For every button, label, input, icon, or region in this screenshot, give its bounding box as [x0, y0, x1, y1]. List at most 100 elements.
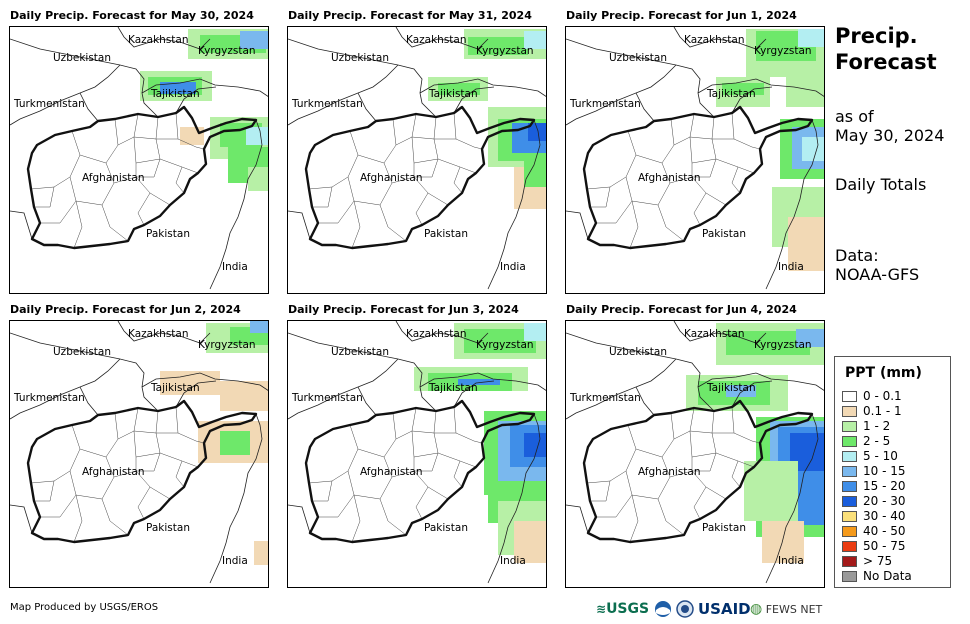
- precip-cell: [518, 161, 524, 167]
- precip-cell: [204, 445, 210, 451]
- country-label-pakistan: Pakistan: [702, 228, 746, 240]
- precip-cell: [738, 391, 744, 397]
- precip-cell: [792, 119, 798, 125]
- precip-cell: [770, 375, 776, 381]
- precip-cell: [240, 147, 246, 153]
- precip-cell: [434, 77, 440, 83]
- precip-cell: [258, 147, 264, 153]
- precip-cell: [522, 469, 528, 475]
- precip-cell: [518, 113, 524, 119]
- precip-cell: [494, 385, 500, 391]
- precip-cell: [762, 551, 768, 557]
- precip-cell: [266, 333, 268, 339]
- precip-cell: [522, 461, 528, 467]
- precip-cell: [744, 515, 750, 521]
- precip-cell: [740, 89, 746, 95]
- precip-cell: [772, 205, 778, 211]
- precip-cell: [236, 327, 242, 333]
- precip-cell: [536, 163, 542, 169]
- precip-cell: [778, 445, 784, 451]
- country-label-kyrgyzstan: Kyrgyzstan: [754, 339, 812, 351]
- precip-cell: [530, 147, 536, 153]
- precip-cell: [758, 89, 764, 95]
- precip-cell: [770, 353, 776, 359]
- province-boundary: [379, 204, 407, 242]
- panel-title-4: Daily Precip. Forecast for Jun 2, 2024: [10, 303, 241, 316]
- precip-cell: [504, 549, 510, 555]
- precip-cell: [464, 373, 470, 379]
- precip-cell: [536, 157, 542, 163]
- precip-cell: [244, 449, 250, 455]
- precip-cell: [260, 167, 266, 173]
- province-boundary: [689, 136, 717, 164]
- precip-cell: [498, 519, 504, 525]
- precip-cell: [792, 557, 798, 563]
- country-label-pakistan: Pakistan: [146, 228, 190, 240]
- precip-cell: [232, 437, 238, 443]
- precip-cell: [814, 433, 820, 439]
- precip-cell: [506, 335, 512, 341]
- precip-cell: [440, 373, 446, 379]
- province-boundary: [590, 186, 611, 208]
- precip-cell: [778, 217, 784, 223]
- precip-cell: [220, 141, 226, 147]
- precip-cell: [780, 55, 786, 61]
- precip-cell: [752, 399, 758, 405]
- legend-swatch: [842, 496, 857, 507]
- precip-cell: [532, 203, 538, 209]
- precip-cell: [258, 451, 264, 457]
- precip-cell: [266, 53, 268, 59]
- precip-cell: [772, 199, 778, 205]
- precip-cell: [776, 59, 782, 65]
- precip-cell: [216, 147, 222, 153]
- precip-cell: [710, 387, 716, 393]
- precip-cell: [522, 455, 528, 461]
- province-boundary: [353, 182, 393, 206]
- precip-cell: [254, 167, 260, 173]
- province-boundary: [733, 432, 761, 444]
- precip-cell: [780, 349, 786, 355]
- precip-cell: [510, 37, 516, 43]
- country-border: [357, 386, 377, 416]
- precip-cell: [516, 507, 522, 513]
- precip-cell: [524, 43, 530, 49]
- precip-cell: [810, 133, 816, 139]
- precip-cell: [530, 347, 536, 353]
- precip-cell: [494, 373, 500, 379]
- precip-cell: [160, 77, 166, 83]
- precip-cell: [498, 43, 504, 49]
- precip-cell: [476, 379, 482, 385]
- precip-cell: [802, 211, 808, 217]
- province-boundary: [629, 494, 639, 543]
- legend-label: 2 - 5: [863, 434, 891, 448]
- precip-cell: [746, 323, 752, 329]
- precip-cell: [252, 159, 258, 165]
- precip-cell: [722, 381, 728, 387]
- precip-cell: [814, 155, 820, 161]
- panel-title-6: Daily Precip. Forecast for Jun 4, 2024: [566, 303, 797, 316]
- country-label-pakistan: Pakistan: [146, 522, 190, 534]
- precip-cell: [810, 417, 816, 423]
- precip-cell: [796, 427, 802, 433]
- precip-cell: [788, 253, 794, 259]
- precip-cell: [260, 541, 266, 547]
- precip-cell: [176, 71, 182, 77]
- precip-cell: [470, 385, 476, 391]
- precip-cell: [238, 399, 244, 405]
- precip-cell: [822, 77, 824, 83]
- precip-cell: [212, 341, 218, 347]
- precip-cell: [246, 159, 252, 165]
- precip-cell: [802, 149, 808, 155]
- precip-cell: [512, 107, 518, 113]
- precip-cell: [776, 393, 782, 399]
- precip-cell: [524, 157, 530, 163]
- precip-cell: [538, 197, 544, 203]
- precip-cell: [804, 501, 810, 507]
- precip-cell: [258, 139, 264, 145]
- country-label-uzbekistan: Uzbekistan: [331, 52, 389, 64]
- precip-cell: [244, 443, 250, 449]
- precip-cell: [806, 265, 812, 271]
- precip-cell: [236, 323, 242, 329]
- precip-cell: [494, 493, 500, 499]
- precip-cell: [722, 341, 728, 347]
